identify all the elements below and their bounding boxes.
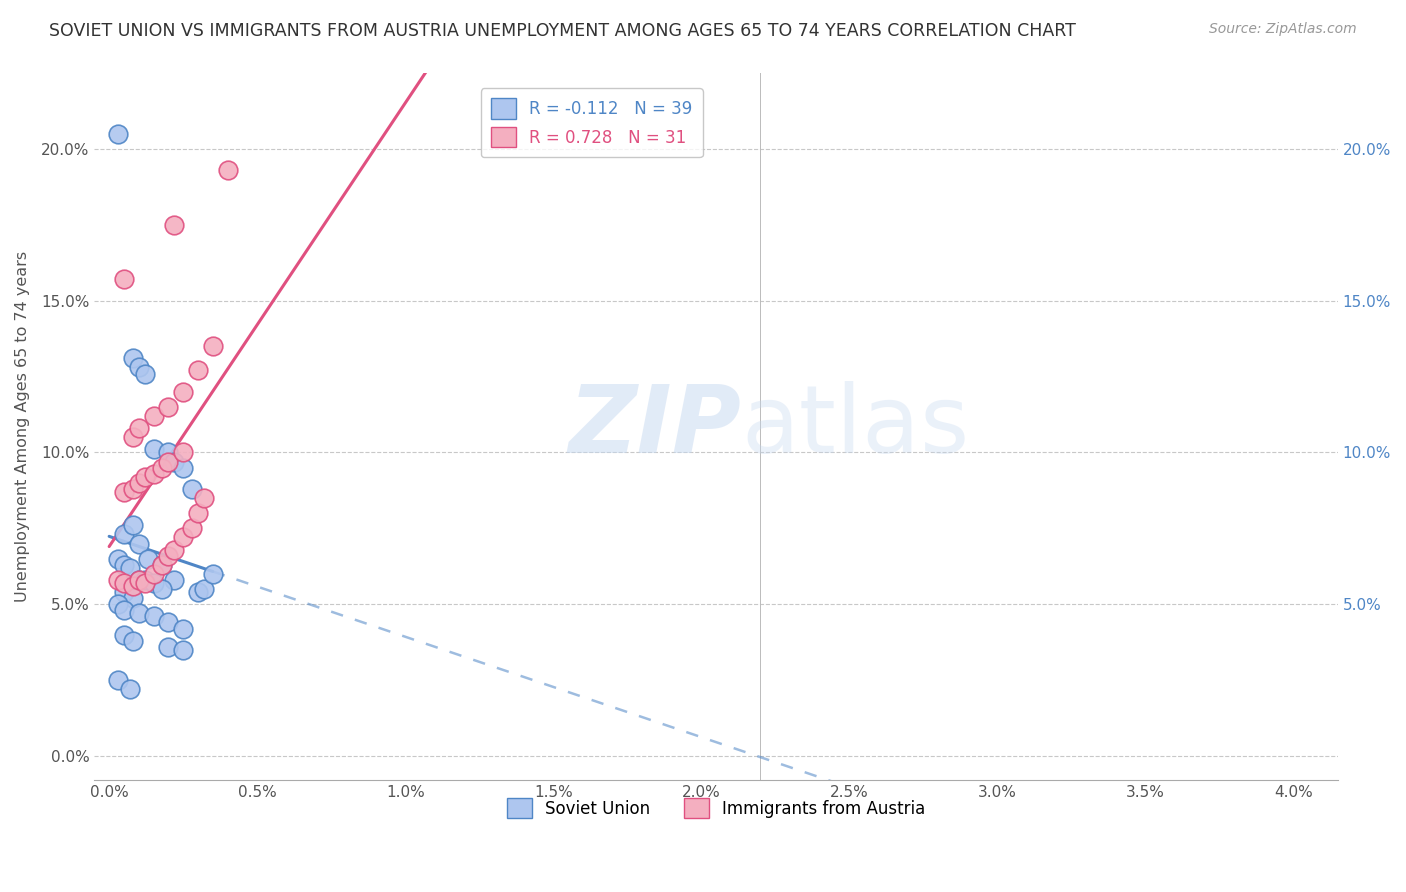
- Point: [157, 615, 180, 630]
- Point: [152, 460, 174, 475]
- Point: [112, 576, 135, 591]
- Point: [107, 597, 129, 611]
- Point: [152, 558, 174, 572]
- Point: [112, 558, 135, 572]
- Point: [128, 421, 150, 435]
- Legend: Soviet Union, Immigrants from Austria: Soviet Union, Immigrants from Austria: [501, 791, 932, 825]
- Point: [112, 627, 135, 641]
- Point: [142, 566, 165, 581]
- Point: [181, 521, 204, 535]
- Point: [112, 603, 135, 617]
- Point: [134, 573, 156, 587]
- Point: [193, 491, 215, 505]
- Point: [142, 467, 165, 481]
- Text: ZIP: ZIP: [568, 381, 741, 473]
- Point: [128, 360, 150, 375]
- Point: [157, 454, 180, 468]
- Point: [112, 585, 135, 599]
- Point: [112, 272, 135, 286]
- Point: [152, 558, 174, 572]
- Point: [172, 642, 194, 657]
- Text: atlas: atlas: [741, 381, 969, 473]
- Point: [142, 442, 165, 457]
- Point: [121, 633, 143, 648]
- Point: [157, 445, 180, 459]
- Point: [157, 400, 180, 414]
- Point: [187, 363, 209, 377]
- Point: [107, 573, 129, 587]
- Point: [217, 163, 239, 178]
- Point: [128, 536, 150, 550]
- Text: SOVIET UNION VS IMMIGRANTS FROM AUSTRIA UNEMPLOYMENT AMONG AGES 65 TO 74 YEARS C: SOVIET UNION VS IMMIGRANTS FROM AUSTRIA …: [49, 22, 1076, 40]
- Point: [201, 566, 224, 581]
- Point: [121, 579, 143, 593]
- Point: [172, 531, 194, 545]
- Point: [118, 561, 141, 575]
- Point: [134, 469, 156, 483]
- Point: [107, 673, 129, 687]
- Y-axis label: Unemployment Among Ages 65 to 74 years: Unemployment Among Ages 65 to 74 years: [15, 251, 30, 602]
- Point: [107, 551, 129, 566]
- Point: [152, 582, 174, 596]
- Point: [172, 445, 194, 459]
- Point: [136, 551, 159, 566]
- Point: [172, 622, 194, 636]
- Point: [193, 582, 215, 596]
- Point: [163, 218, 186, 232]
- Point: [128, 573, 150, 587]
- Point: [121, 591, 143, 606]
- Point: [201, 339, 224, 353]
- Point: [128, 573, 150, 587]
- Point: [172, 384, 194, 399]
- Point: [181, 482, 204, 496]
- Point: [121, 482, 143, 496]
- Point: [118, 682, 141, 697]
- Point: [157, 640, 180, 654]
- Point: [172, 460, 194, 475]
- Point: [112, 484, 135, 499]
- Point: [134, 576, 156, 591]
- Point: [187, 585, 209, 599]
- Text: Source: ZipAtlas.com: Source: ZipAtlas.com: [1209, 22, 1357, 37]
- Point: [128, 607, 150, 621]
- Point: [128, 475, 150, 490]
- Point: [142, 576, 165, 591]
- Point: [142, 609, 165, 624]
- Point: [121, 430, 143, 444]
- Point: [121, 351, 143, 366]
- Point: [163, 573, 186, 587]
- Point: [107, 127, 129, 141]
- Point: [142, 409, 165, 423]
- Point: [121, 518, 143, 533]
- Point: [134, 367, 156, 381]
- Point: [112, 527, 135, 541]
- Point: [157, 549, 180, 563]
- Point: [163, 542, 186, 557]
- Point: [187, 506, 209, 520]
- Point: [163, 454, 186, 468]
